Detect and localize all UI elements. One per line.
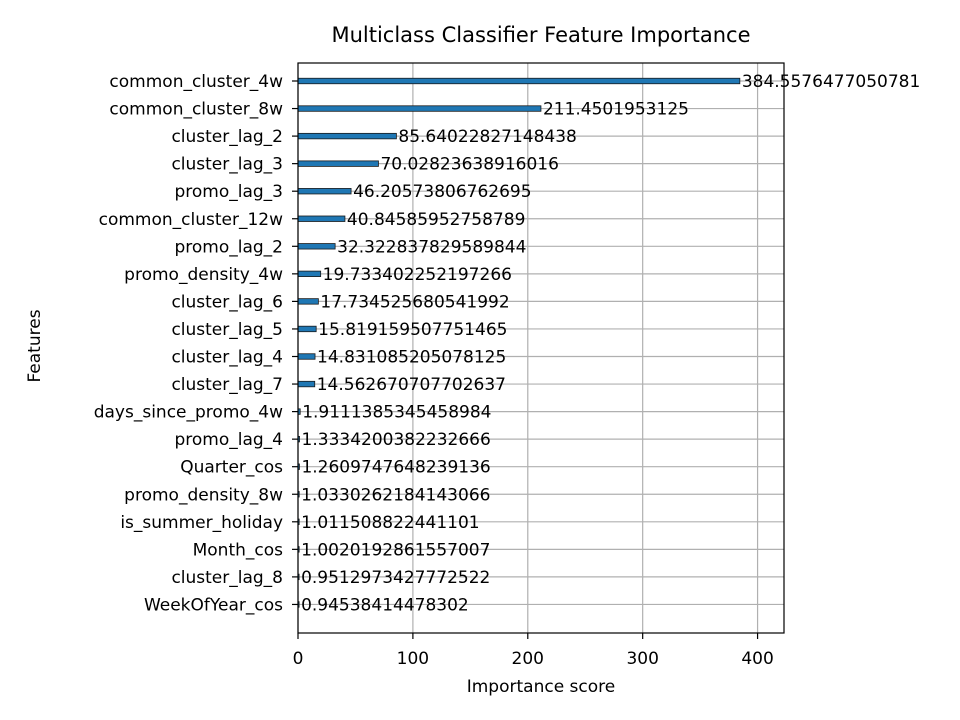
chart-title: Multiclass Classifier Feature Importance [331,23,750,47]
y-tick-label: common_cluster_4w [109,72,283,92]
bar [297,380,316,388]
x-tick-label: 100 [397,649,429,669]
bar [297,215,346,222]
value-label: 0.9512973427772522 [301,568,490,588]
bar [297,132,397,140]
bar [297,298,319,305]
y-tick-label: cluster_lag_8 [171,568,283,588]
y-axis-label: Features [25,309,45,382]
value-label: 1.0330262184143066 [301,485,490,505]
value-label: 1.3334200382232666 [302,430,491,450]
bar [297,160,379,167]
bar [297,188,352,195]
y-tick-label: WeekOfYear_cos [144,595,283,615]
y-tick-label: promo_lag_4 [174,430,283,450]
value-label: 15.819159507751465 [318,320,507,340]
axis-ticks [292,80,759,639]
y-tick-label: promo_lag_3 [174,182,283,202]
bars [297,77,741,608]
x-tick-label: 400 [741,649,773,669]
x-tick-label: 300 [626,649,658,669]
y-tick-label: common_cluster_12w [99,210,283,230]
value-label: 70.02823638916016 [380,155,558,175]
y-tick-label: days_since_promo_4w [94,403,283,423]
value-labels: 384.5576477050781 211.4501953125 85.640228… [301,72,920,615]
value-label: 14.831085205078125 [317,348,506,368]
y-tick-label: cluster_lag_3 [171,155,283,175]
y-tick-label: cluster_lag_7 [171,375,283,395]
value-label: 384.5576477050781 [742,72,920,92]
value-label: 19.733402252197266 [323,265,512,285]
x-tick-label: 200 [512,649,544,669]
value-label: 17.734525680541992 [320,292,509,312]
bar [297,353,316,360]
x-tick-labels: 0 100 200 300 400 [293,649,774,669]
y-tick-label: promo_density_8w [124,485,283,505]
value-label: 1.9111385345458984 [302,403,491,423]
x-axis-label: Importance score [467,677,616,697]
gridlines [297,63,784,633]
y-tick-label: common_cluster_8w [109,100,283,120]
y-tick-label: cluster_lag_6 [171,292,283,312]
value-label: 211.4501953125 [543,100,689,120]
value-label: 1.0020192861557007 [301,540,490,560]
bar [297,243,336,250]
value-label: 85.64022827148438 [398,127,576,147]
y-tick-label: cluster_lag_5 [171,320,283,340]
bar [297,325,317,333]
y-tick-label: promo_density_4w [124,265,283,285]
bar [297,105,542,112]
bar [297,270,322,278]
value-label: 1.2609747648239136 [301,458,490,478]
plot-frame [297,62,785,634]
y-tick-label: promo_lag_2 [174,237,283,257]
y-tick-label: is_summer_holiday [120,513,283,533]
x-tick-label: 0 [293,649,304,669]
value-label: 32.322837829589844 [337,237,526,257]
value-label: 0.94538414478302 [301,595,469,615]
value-label: 14.562670707702637 [317,375,506,395]
y-tick-label: Month_cos [193,540,284,560]
value-label: 46.20573806762695 [353,182,531,202]
bar [297,77,741,85]
y-tick-label: Quarter_cos [180,458,283,478]
y-tick-label: cluster_lag_4 [171,348,283,368]
y-tick-label: cluster_lag_2 [171,127,283,147]
value-label: 40.84585952758789 [347,210,525,230]
y-tick-labels: common_cluster_4w common_cluster_8wcluste… [94,72,283,615]
value-label: 1.011508822441101 [301,513,479,533]
